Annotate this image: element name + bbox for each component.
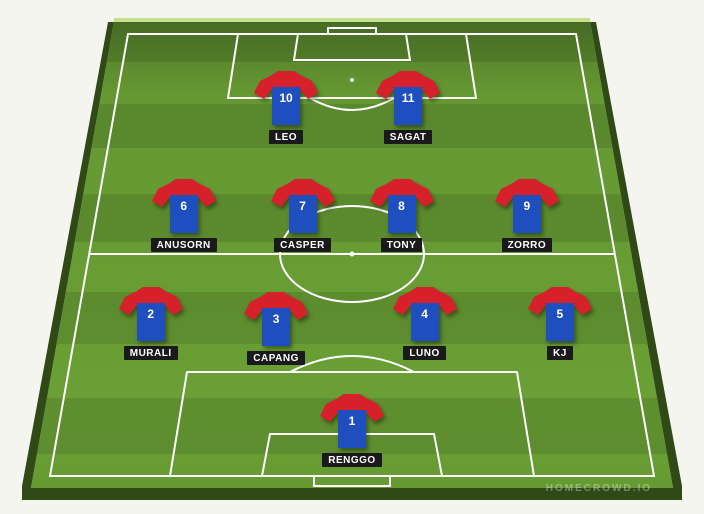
player-name-plate: ANUSORN [151, 238, 217, 252]
player-number: 10 [254, 91, 318, 105]
jersey-icon: 5 [528, 287, 592, 343]
player-tony: 8 TONY [370, 179, 434, 253]
jersey-icon: 3 [244, 292, 308, 348]
player-number: 1 [320, 414, 384, 428]
player-luno: 4 LUNO [393, 287, 457, 361]
player-name-plate: ZORRO [502, 238, 553, 252]
player-number: 5 [528, 307, 592, 321]
player-capang: 3 CAPANG [244, 292, 308, 366]
player-anusorn: 6 ANUSORN [151, 179, 217, 253]
player-name-plate: SAGAT [384, 130, 433, 144]
jersey-icon: 11 [376, 71, 440, 127]
watermark: HOMECROWD.IO [546, 483, 652, 494]
player-number: 4 [393, 307, 457, 321]
player-kj: 5 KJ [528, 287, 592, 361]
player-casper: 7 CASPER [271, 179, 335, 253]
jersey-icon: 1 [320, 394, 384, 450]
player-number: 11 [376, 91, 440, 105]
player-name-plate: KJ [547, 346, 573, 360]
jersey-icon: 7 [271, 179, 335, 235]
player-murali: 2 MURALI [119, 287, 183, 361]
player-name-plate: TONY [381, 238, 423, 252]
players-layer: 1 RENGGO 2 MURALI 3 CAPANG 4 LUNO 5 KJ 6 ANUSORN 7 CA… [22, 10, 682, 500]
jersey-icon: 2 [119, 287, 183, 343]
player-name-plate: CAPANG [247, 351, 305, 365]
player-renggo: 1 RENGGO [320, 394, 384, 468]
player-zorro: 9 ZORRO [495, 179, 559, 253]
jersey-icon: 10 [254, 71, 318, 127]
player-name-plate: MURALI [124, 346, 178, 360]
player-name-plate: CASPER [274, 238, 331, 252]
player-name-plate: LEO [269, 130, 303, 144]
formation-board: 1 RENGGO 2 MURALI 3 CAPANG 4 LUNO 5 KJ 6 ANUSORN 7 CA… [22, 10, 682, 500]
player-sagat: 11 SAGAT [376, 71, 440, 145]
player-number: 9 [495, 199, 559, 213]
jersey-icon: 8 [370, 179, 434, 235]
player-name-plate: RENGGO [322, 453, 381, 467]
player-name-plate: LUNO [403, 346, 445, 360]
player-number: 2 [119, 307, 183, 321]
player-number: 7 [271, 199, 335, 213]
player-number: 8 [370, 199, 434, 213]
player-number: 6 [152, 199, 216, 213]
jersey-icon: 6 [152, 179, 216, 235]
jersey-icon: 4 [393, 287, 457, 343]
jersey-icon: 9 [495, 179, 559, 235]
player-leo: 10 LEO [254, 71, 318, 145]
player-number: 3 [244, 312, 308, 326]
